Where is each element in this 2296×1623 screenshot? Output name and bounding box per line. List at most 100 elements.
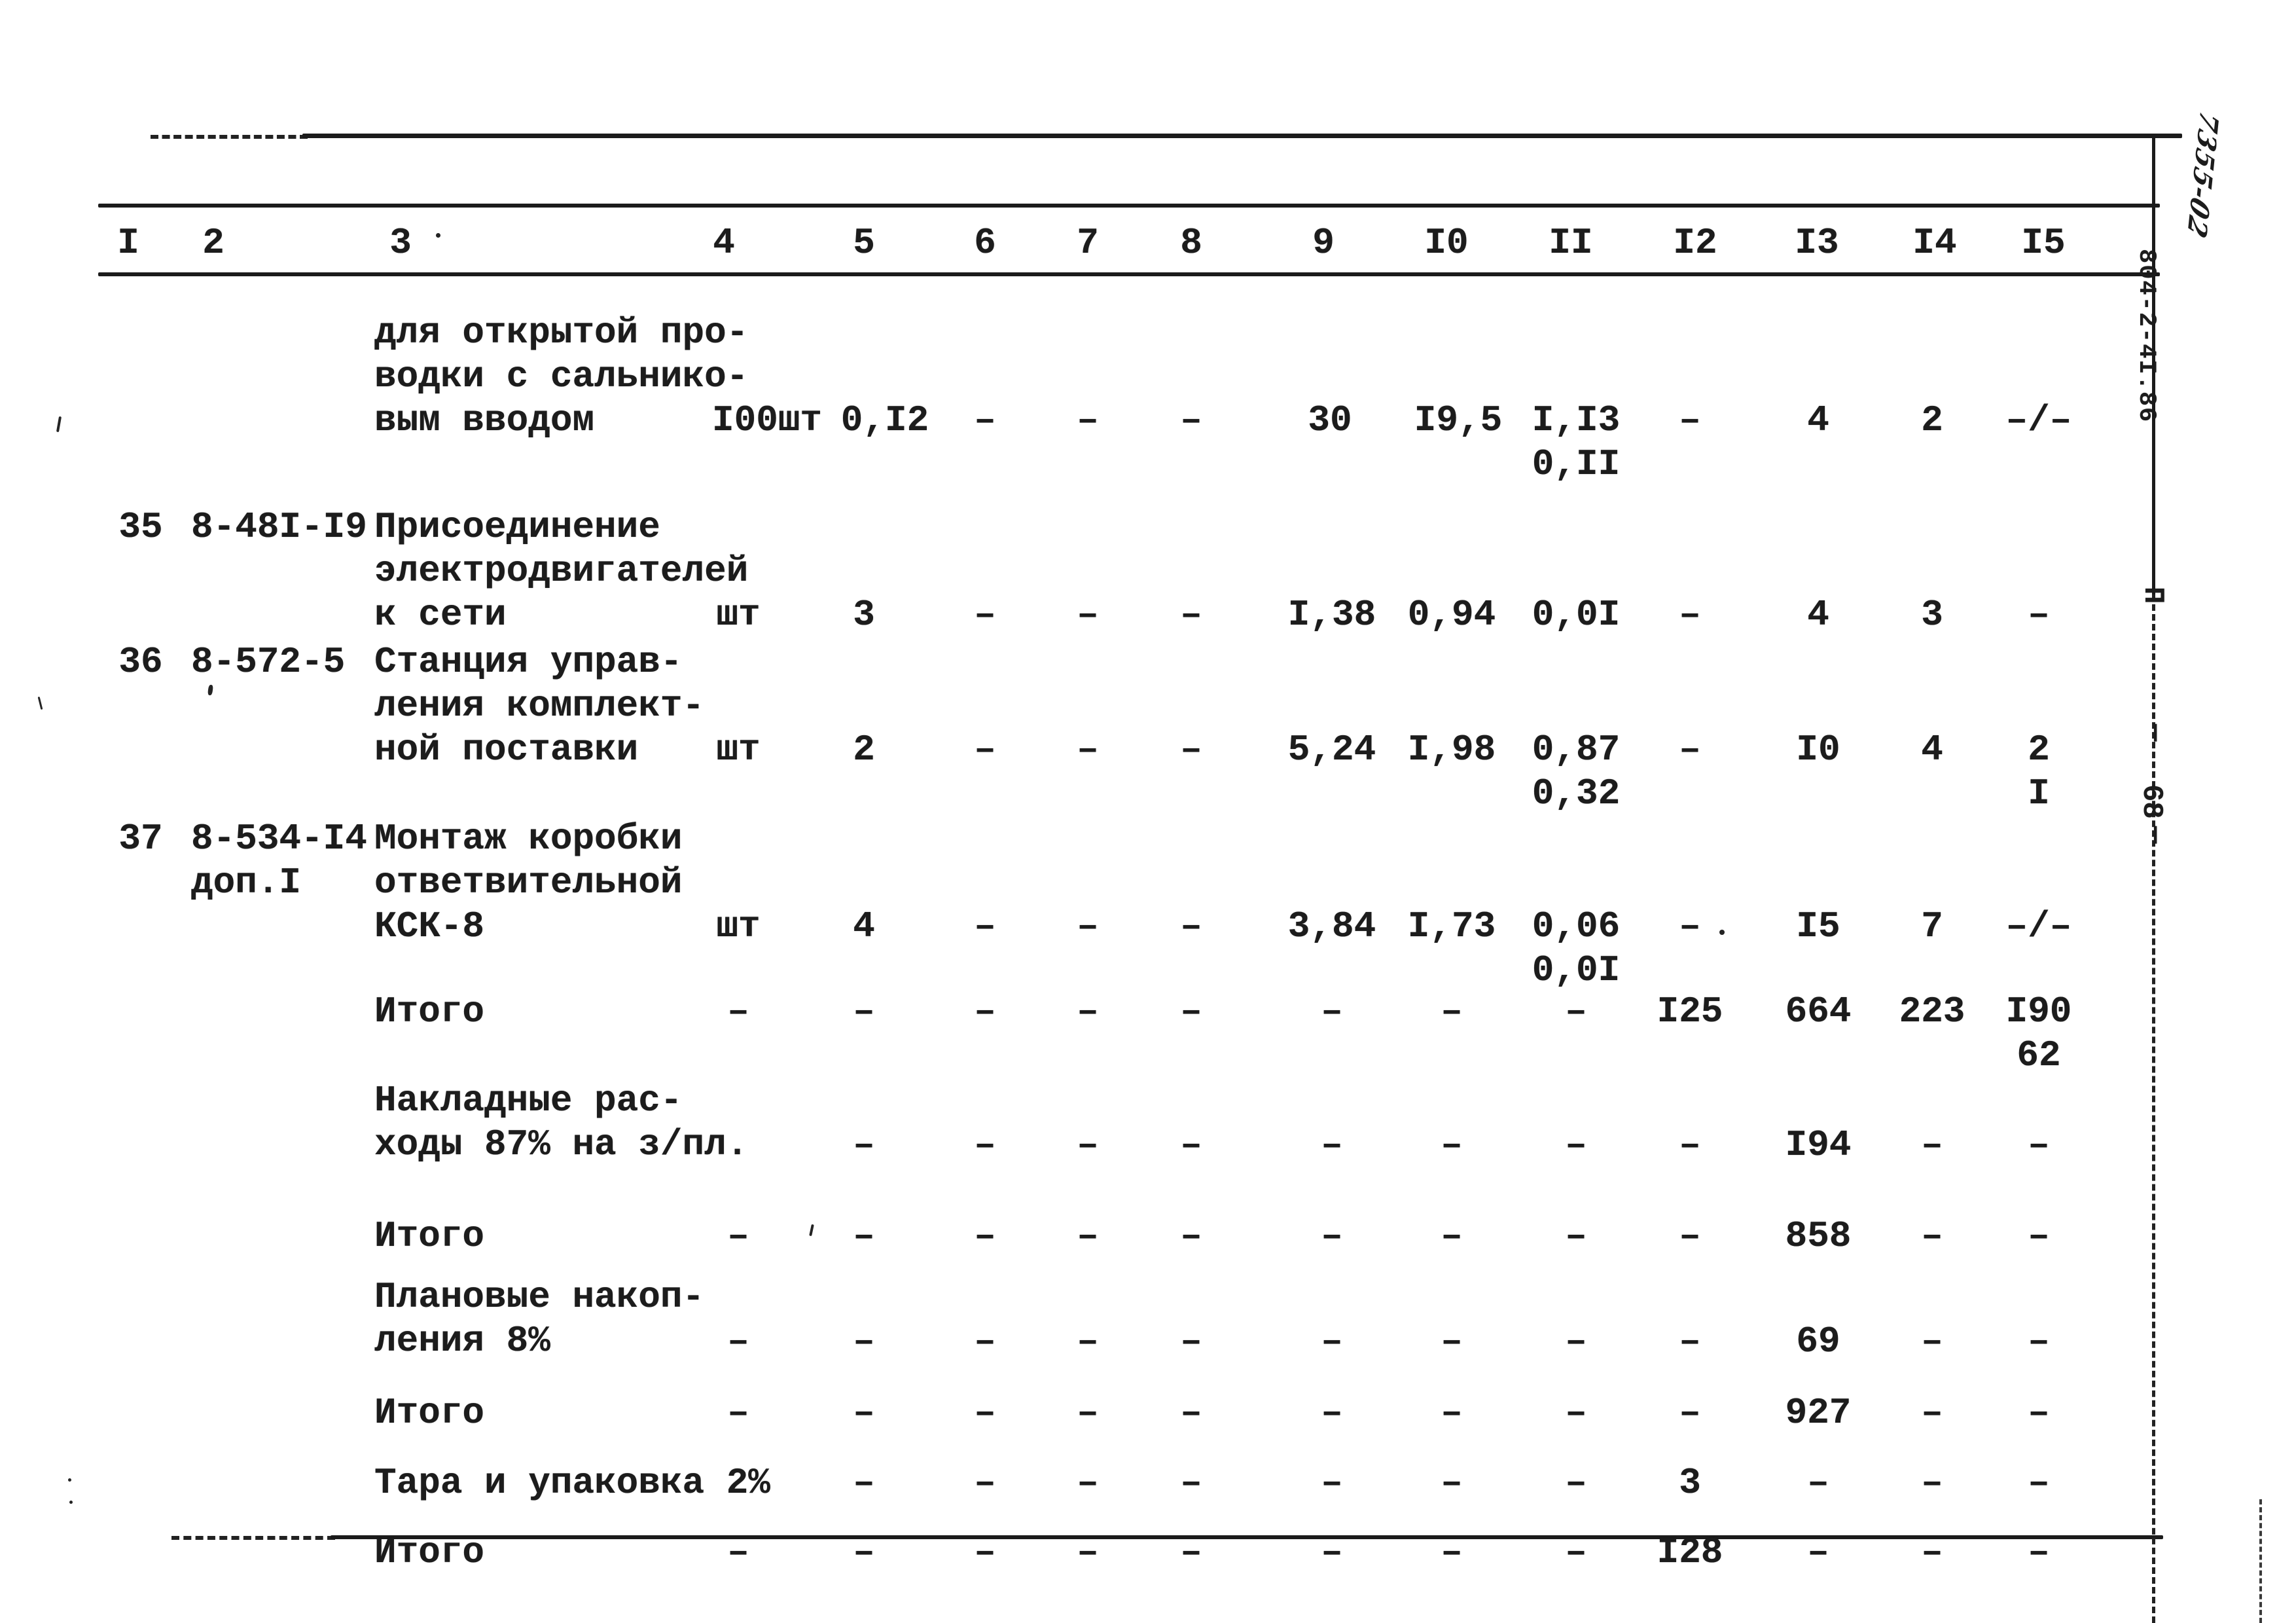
table-border-bottom [331, 1535, 2163, 1539]
row-description-line: ной поставки [374, 729, 639, 771]
handwritten-mark: 7355-02 [2181, 105, 2224, 244]
table-cell-col4: – [727, 1392, 749, 1434]
table-cell-col15: – [2028, 594, 2050, 636]
row-description-line: ления комплект- [374, 685, 705, 727]
scan-speck [436, 233, 440, 238]
table-cell-col4: – [727, 1321, 749, 1362]
row-description-line: Накладные рас- [374, 1080, 683, 1122]
column-header-14: I4 [1912, 222, 1957, 264]
table-cell-col6: – [974, 1215, 996, 1257]
table-cell-col7: – [1077, 1215, 1099, 1257]
table-cell-col6: – [974, 729, 996, 771]
table-cell-col5: – [853, 1462, 875, 1504]
table-cell-col4: – [727, 991, 749, 1032]
table-cell-col10: I,73 [1407, 905, 1496, 947]
row-description-line: Присоединение [374, 506, 660, 548]
table-cell-col7: – [1077, 1462, 1099, 1504]
page-edge-dashed [2259, 1499, 2262, 1623]
column-header-11: II [1549, 222, 1593, 264]
table-border-right [2152, 135, 2155, 594]
table-cell-col10: – [1441, 991, 1463, 1032]
table-cell-col9: – [1321, 1321, 1343, 1362]
table-cell-col9: – [1321, 1392, 1343, 1434]
table-cell-col13: 858 [1785, 1215, 1852, 1257]
table-cell-col13: 927 [1785, 1392, 1852, 1434]
table-cell-col4: шт [716, 594, 761, 636]
table-cell-col4: – [727, 1215, 749, 1257]
row-description-line: Станция управ- [374, 641, 683, 683]
table-cell-col5: – [853, 1392, 875, 1434]
row-description-line: Итого [374, 1215, 485, 1257]
table-cell-col14: 4 [1921, 729, 1943, 771]
scan-speck [68, 1478, 71, 1482]
column-header-4: 4 [713, 222, 735, 264]
row-description-line: ходы 87% на з/пл. [374, 1123, 749, 1165]
table-cell-col11: – [1565, 1392, 1587, 1434]
scan-speck [69, 1501, 73, 1504]
table-cell-col9: 5,24 [1287, 729, 1376, 771]
scan-speck [1719, 930, 1725, 935]
table-cell-col7: – [1077, 729, 1099, 771]
table-cell-col5: – [853, 1124, 875, 1166]
table-cell-col4: шт [716, 905, 761, 947]
table-cell-col7: – [1077, 1392, 1099, 1434]
table-cell-col14: 7 [1921, 905, 1943, 947]
table-cell-col4: шт [716, 729, 761, 771]
table-cell-col8: – [1180, 1392, 1202, 1434]
table-cell-col5: – [853, 1215, 875, 1257]
row-item-number: 35 [118, 506, 163, 548]
table-cell-col12: – [1679, 1215, 1701, 1257]
table-cell-col12: I28 [1657, 1531, 1723, 1573]
table-cell-col14: – [1921, 1392, 1943, 1434]
table-cell-col9: – [1321, 991, 1343, 1032]
sheet-dash-bottom-icon: — [2139, 826, 2172, 844]
table-cell-col9: I,38 [1287, 594, 1376, 636]
table-cell-col11: I,I3 [1532, 399, 1621, 441]
table-cell-col11: – [1565, 1531, 1587, 1573]
table-cell-col6: – [974, 1321, 996, 1362]
table-cell-col13: – [1807, 1531, 1829, 1573]
table-cell-col13: 69 [1796, 1321, 1840, 1362]
table-cell-col9: – [1321, 1531, 1343, 1573]
table-cell-col7: – [1077, 594, 1099, 636]
row-description-line: Итого [374, 1531, 485, 1573]
table-cell-col10: – [1441, 1321, 1463, 1362]
table-cell-col14: – [1921, 1215, 1943, 1257]
table-cell-col11: 0,87 [1532, 729, 1621, 771]
scan-speck [809, 1224, 814, 1237]
table-cell-col10: – [1441, 1531, 1463, 1573]
table-cell-col8: – [1180, 1462, 1202, 1504]
table-cell-col15: – [2028, 1392, 2050, 1434]
table-cell-col5: 3 [853, 594, 875, 636]
table-cell-col10: – [1441, 1215, 1463, 1257]
table-cell-col15: –/– [2005, 399, 2072, 441]
column-header-13: I3 [1795, 222, 1839, 264]
document-code-vertical: 804-2-4I.86 [2132, 249, 2160, 424]
table-cell-col11: – [1565, 1124, 1587, 1166]
sheet-dash-top-icon: — [2139, 724, 2172, 742]
table-cell-col7: – [1077, 1124, 1099, 1166]
table-cell-col11: – [1565, 1321, 1587, 1362]
table-cell-col8: – [1180, 1124, 1202, 1166]
table-cell-col12: – [1679, 905, 1701, 947]
table-cell-col11: – [1565, 991, 1587, 1032]
table-cell-col6: – [974, 594, 996, 636]
table-cell-col10: – [1441, 1124, 1463, 1166]
table-cell-col6: – [974, 399, 996, 441]
scan-speck [56, 416, 62, 433]
table-cell-col6: – [974, 1462, 996, 1504]
table-cell-col10: – [1441, 1462, 1463, 1504]
row-description-line: вым вводом [374, 399, 595, 441]
column-header-10: I0 [1424, 222, 1469, 264]
table-cell-col11: – [1565, 1462, 1587, 1504]
table-cell-col15: I [2028, 773, 2050, 814]
table-cell-col11: 0,06 [1532, 905, 1621, 947]
table-cell-col9: 3,84 [1287, 905, 1376, 947]
row-code-line: доп.I [191, 862, 302, 903]
table-cell-col15: – [2028, 1321, 2050, 1362]
table-cell-col5: 0,I2 [840, 399, 929, 441]
row-description-line: ления 8% [374, 1320, 550, 1362]
table-cell-col7: – [1077, 1531, 1099, 1573]
row-description-line: Тара и упаковка 2% [374, 1462, 770, 1504]
